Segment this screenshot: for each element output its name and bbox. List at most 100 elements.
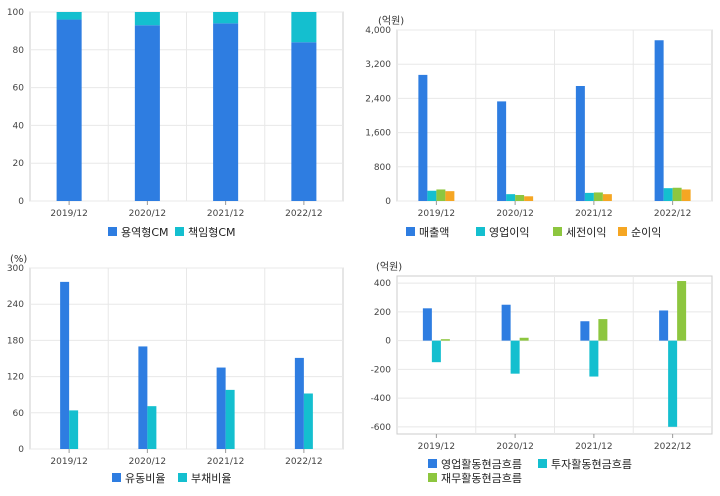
income-legend-swatch [553, 227, 562, 236]
cm-legend-swatch [175, 227, 184, 236]
cm-x-tick: 2021/12 [207, 209, 244, 219]
income-bar-영업이익 [663, 188, 673, 201]
income-y-tick: 0 [385, 197, 391, 207]
cm-legend-label: 책임형CM [188, 226, 236, 239]
cashflow-x-tick: 2021/12 [575, 442, 612, 452]
cm-bar-책임형CM [56, 12, 82, 20]
cm-y-tick: 40 [13, 121, 25, 131]
income-bar-세전이익 [672, 187, 682, 201]
ratio-bar-유동비율 [294, 357, 304, 449]
ratio-bar-유동비율 [216, 367, 226, 449]
ratio-bar-부채비율 [69, 410, 79, 449]
cashflow-y-tick: -600 [371, 423, 392, 433]
ratio-x-tick: 2019/12 [50, 457, 87, 467]
cashflow-bar-재무활동현금흐름 [677, 281, 687, 341]
cashflow-legend-swatch [428, 473, 437, 482]
income-bar-매출액 [418, 74, 428, 201]
cm-legend-swatch [108, 227, 117, 236]
income-legend-swatch [618, 227, 627, 236]
cashflow-unit-label: (억원) [376, 261, 402, 273]
cm-bar-책임형CM [213, 12, 239, 24]
ratio-bar-부채비율 [147, 406, 157, 449]
cashflow-bar-투자활동현금흐름 [589, 340, 599, 377]
cashflow-bar-영업활동현금흐름 [580, 321, 590, 341]
cashflow-bar-투자활동현금흐름 [668, 340, 678, 427]
cashflow-bar-투자활동현금흐름 [510, 340, 520, 374]
cm-bar-용역형CM [291, 42, 317, 201]
income-bar-영업이익 [584, 192, 594, 201]
income-unit-label: (억원) [378, 15, 404, 27]
cashflow-y-tick: 400 [374, 279, 391, 289]
income-legend-label: 세전이익 [566, 226, 606, 239]
income-bar-세전이익 [436, 189, 446, 201]
ratio-y-tick: 300 [7, 264, 24, 274]
cashflow-y-tick: 200 [374, 308, 391, 318]
ratio-y-tick: 180 [7, 336, 24, 346]
cashflow-bar-재무활동현금흐름 [598, 319, 608, 341]
cashflow-x-tick: 2019/12 [418, 442, 455, 452]
cm-y-tick: 0 [18, 197, 24, 207]
cashflow-legend-label: 투자활동현금흐름 [551, 457, 632, 471]
ratio-y-tick: 120 [7, 373, 24, 383]
cm-bar-용역형CM [56, 19, 82, 202]
cashflow-legend-label: 영업활동현금흐름 [441, 457, 522, 471]
cm-y-tick: 80 [13, 46, 25, 56]
ratio-legend-swatch [178, 473, 187, 482]
cm-bar-책임형CM [134, 12, 160, 26]
ratio-y-tick: 240 [7, 300, 24, 310]
cashflow-bar-영업활동현금흐름 [659, 310, 669, 341]
income-bar-세전이익 [515, 195, 525, 201]
cashflow-bar-영업활동현금흐름 [501, 304, 511, 341]
cashflow-legend-swatch [538, 459, 547, 468]
ratio-bar-부채비율 [303, 393, 313, 449]
income-bar-순이익 [602, 194, 612, 201]
income-y-tick: 3,200 [365, 60, 391, 70]
income-x-tick: 2019/12 [418, 209, 455, 219]
income-y-tick: 800 [374, 163, 391, 173]
income-x-tick: 2020/12 [496, 209, 533, 219]
ratio-x-tick: 2022/12 [285, 457, 322, 467]
income-bar-영업이익 [427, 190, 437, 201]
ratio-legend-swatch [112, 473, 121, 482]
ratio-y-tick: 60 [13, 409, 25, 419]
income-bar-세전이익 [593, 192, 603, 201]
cm-x-tick: 2022/12 [285, 209, 322, 219]
cashflow-y-tick: -400 [371, 394, 392, 404]
cashflow-y-tick: 0 [385, 337, 391, 347]
income-bar-순이익 [524, 196, 534, 201]
income-bar-순이익 [681, 189, 691, 201]
income-legend-label: 영업이익 [489, 226, 529, 239]
cm-x-tick: 2019/12 [50, 209, 87, 219]
ratio-y-tick: 0 [18, 445, 24, 455]
income-bar-매출액 [575, 86, 585, 201]
income-legend-swatch [406, 227, 415, 236]
cashflow-x-tick: 2022/12 [654, 442, 691, 452]
income-x-tick: 2021/12 [575, 209, 612, 219]
cashflow-bar-영업활동현금흐름 [422, 308, 432, 341]
cm-x-tick: 2020/12 [129, 209, 166, 219]
income-bar-매출액 [654, 40, 664, 202]
cashflow-bar-재무활동현금흐름 [519, 337, 529, 341]
income-legend-swatch [476, 227, 485, 236]
cm-y-tick: 100 [7, 8, 24, 18]
cashflow-legend-label: 재무활동현금흐름 [441, 471, 522, 485]
ratio-x-tick: 2021/12 [207, 457, 244, 467]
cm-legend-label: 용역형CM [121, 226, 169, 239]
cm-bar-용역형CM [213, 23, 239, 202]
income-legend-label: 매출액 [419, 226, 449, 239]
ratio-legend-label: 유동비율 [125, 472, 165, 485]
cashflow-legend-swatch [428, 459, 437, 468]
cashflow-y-tick: -200 [371, 365, 392, 375]
cm-bar-용역형CM [134, 25, 160, 202]
income-bar-매출액 [497, 101, 507, 201]
cm-bar-책임형CM [291, 12, 317, 43]
ratio-unit-label: (%) [10, 254, 27, 265]
cm-y-tick: 20 [13, 159, 25, 169]
income-x-tick: 2022/12 [654, 209, 691, 219]
income-legend-label: 순이익 [631, 226, 661, 239]
cashflow-bar-투자활동현금흐름 [431, 340, 441, 363]
cm-y-tick: 60 [13, 84, 25, 94]
ratio-x-tick: 2020/12 [129, 457, 166, 467]
ratio-bar-유동비율 [138, 346, 148, 449]
